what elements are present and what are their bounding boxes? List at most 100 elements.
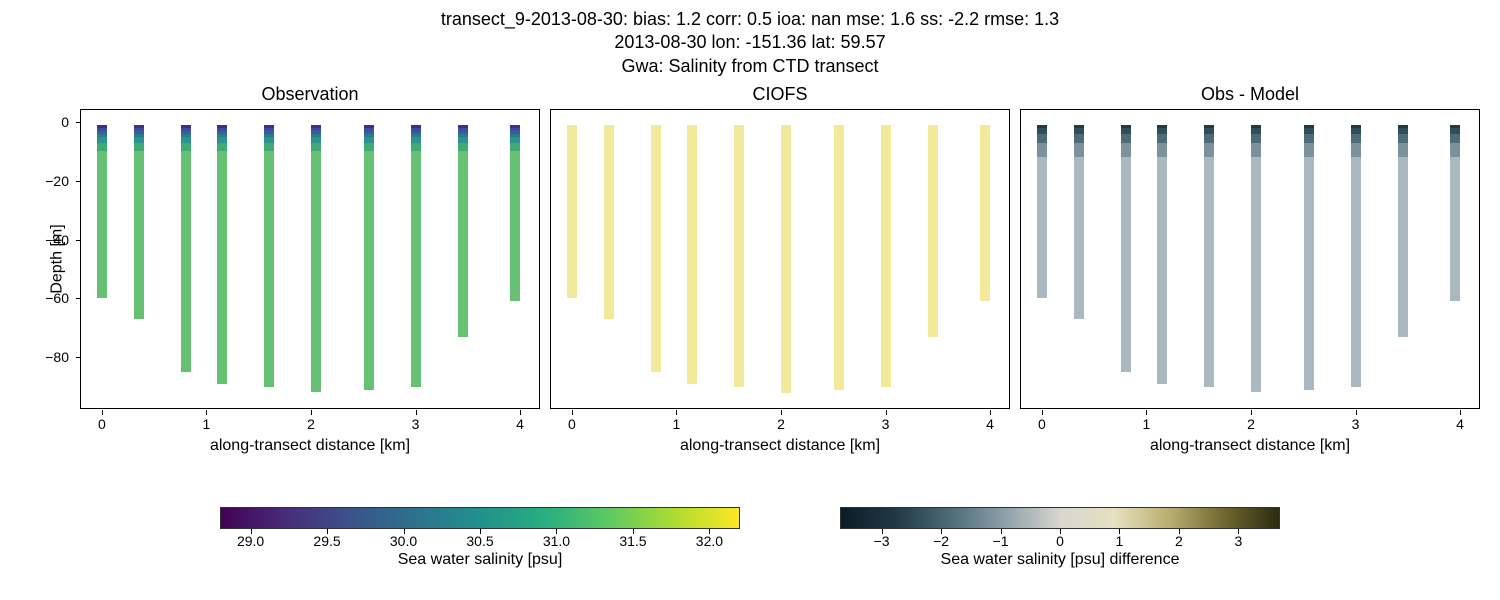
colorbar-difference: −3−2−10123 Sea water salinity [psu] diff… [840, 507, 1280, 569]
colorbar-salinity-bar [220, 507, 740, 529]
cbar-tick-label: 31.0 [543, 533, 570, 549]
xtick-label: 3 [1352, 416, 1360, 432]
profile-column [458, 125, 468, 337]
plot-area: 01234 [550, 109, 1010, 409]
profile-column [311, 125, 321, 393]
profile-segment [1121, 134, 1131, 143]
profile-segment [97, 151, 107, 298]
ytick-label: −20 [29, 173, 69, 189]
panel-title: Observation [80, 84, 540, 105]
profile-segment [1251, 134, 1261, 143]
profile-segment [734, 125, 744, 387]
suptitle-line-2: 2013-08-30 lon: -151.36 lat: 59.57 [0, 31, 1500, 54]
profile-column [928, 125, 938, 337]
xtick-mark [886, 410, 887, 415]
profile-segment [604, 125, 614, 319]
xtick-mark [1146, 410, 1147, 415]
profile-segment [1204, 143, 1214, 158]
ytick-label: −60 [29, 290, 69, 306]
ytick-mark [76, 181, 81, 182]
profile-segment [1304, 157, 1314, 389]
colorbar-salinity-label: Sea water salinity [psu] [220, 551, 740, 569]
profile-segment [980, 125, 990, 301]
profile-column [1450, 125, 1460, 301]
profile-column [264, 125, 274, 387]
profile-column [217, 125, 227, 384]
profile-segment [1157, 143, 1167, 158]
profile-column [134, 125, 144, 319]
cbar-tick-label: 29.5 [313, 533, 340, 549]
profile-segment [264, 151, 274, 386]
colorbar-salinity-ticks: 29.029.530.030.531.031.532.0 [220, 529, 740, 549]
profile-segment [687, 125, 697, 384]
profile-column [411, 125, 421, 387]
colorbars-row: 29.029.530.030.531.031.532.0 Sea water s… [0, 507, 1500, 569]
profile-segment [881, 125, 891, 387]
panel-title: CIOFS [550, 84, 1010, 105]
profile-segment [1037, 143, 1047, 158]
profile-segment [510, 143, 520, 152]
profile-segment [781, 125, 791, 393]
profile-segment [1204, 157, 1214, 386]
profile-segment [834, 125, 844, 390]
cbar-tick-label: 31.5 [619, 533, 646, 549]
xtick-mark [1042, 410, 1043, 415]
profile-segment [1157, 157, 1167, 383]
profile-segment [1351, 157, 1361, 386]
profile-column [881, 125, 891, 387]
plot-area: Depth [m]0−20−40−60−8001234 [80, 109, 540, 409]
profile-segment [1450, 134, 1460, 143]
xtick-label: 3 [412, 416, 420, 432]
profile-segment [1351, 134, 1361, 143]
cbar-tick-label: 30.0 [390, 533, 417, 549]
xtick-mark [676, 410, 677, 415]
profile-column [1304, 125, 1314, 390]
profile-segment [1398, 157, 1408, 336]
profile-column [604, 125, 614, 319]
profile-segment [181, 143, 191, 152]
panel-title: Obs - Model [1020, 84, 1480, 105]
cbar-tick-label: 3 [1234, 533, 1242, 549]
panels-row: Observation Depth [m]0−20−40−60−8001234 al… [0, 84, 1500, 455]
profile-segment [1074, 134, 1084, 143]
ytick-label: 0 [29, 114, 69, 130]
profile-segment [1251, 143, 1261, 158]
colorbar-difference-label: Sea water salinity [psu] difference [840, 551, 1280, 569]
xtick-label: 2 [777, 416, 785, 432]
colorbar-salinity: 29.029.530.030.531.031.532.0 Sea water s… [220, 507, 740, 569]
profile-column [1398, 125, 1408, 337]
x-axis-label: along-transect distance [km] [550, 437, 1010, 455]
profile-segment [411, 143, 421, 152]
profile-column [651, 125, 661, 372]
suptitle-line-1: transect_9-2013-08-30: bias: 1.2 corr: 0… [0, 8, 1500, 31]
xtick-label: 3 [882, 416, 890, 432]
profile-segment [364, 151, 374, 389]
profile-segment [1074, 157, 1084, 319]
profile-segment [651, 125, 661, 372]
cbar-tick-label: 32.0 [696, 533, 723, 549]
profile-segment [311, 151, 321, 392]
profile-segment [411, 151, 421, 386]
xtick-label: 2 [307, 416, 315, 432]
profile-segment [1074, 143, 1084, 158]
profile-column [1351, 125, 1361, 387]
xtick-label: 1 [673, 416, 681, 432]
profile-column [567, 125, 577, 299]
profile-segment [1351, 143, 1361, 158]
xtick-mark [416, 410, 417, 415]
ytick-mark [76, 122, 81, 123]
xtick-label: 4 [1456, 416, 1464, 432]
profile-column [1157, 125, 1167, 384]
profile-segment [1398, 143, 1408, 158]
cbar-tick-label: −1 [993, 533, 1009, 549]
suptitle-line-3: Gwa: Salinity from CTD transect [0, 55, 1500, 78]
figure-suptitle: transect_9-2013-08-30: bias: 1.2 corr: 0… [0, 0, 1500, 78]
profile-segment [264, 143, 274, 152]
xtick-label: 1 [1143, 416, 1151, 432]
profile-column [734, 125, 744, 387]
xtick-mark [1356, 410, 1357, 415]
profile-segment [311, 143, 321, 152]
x-axis-label: along-transect distance [km] [80, 437, 540, 455]
panel-ciofs: CIOFS 01234 along-transect distance [km] [550, 84, 1010, 455]
profile-column [181, 125, 191, 372]
